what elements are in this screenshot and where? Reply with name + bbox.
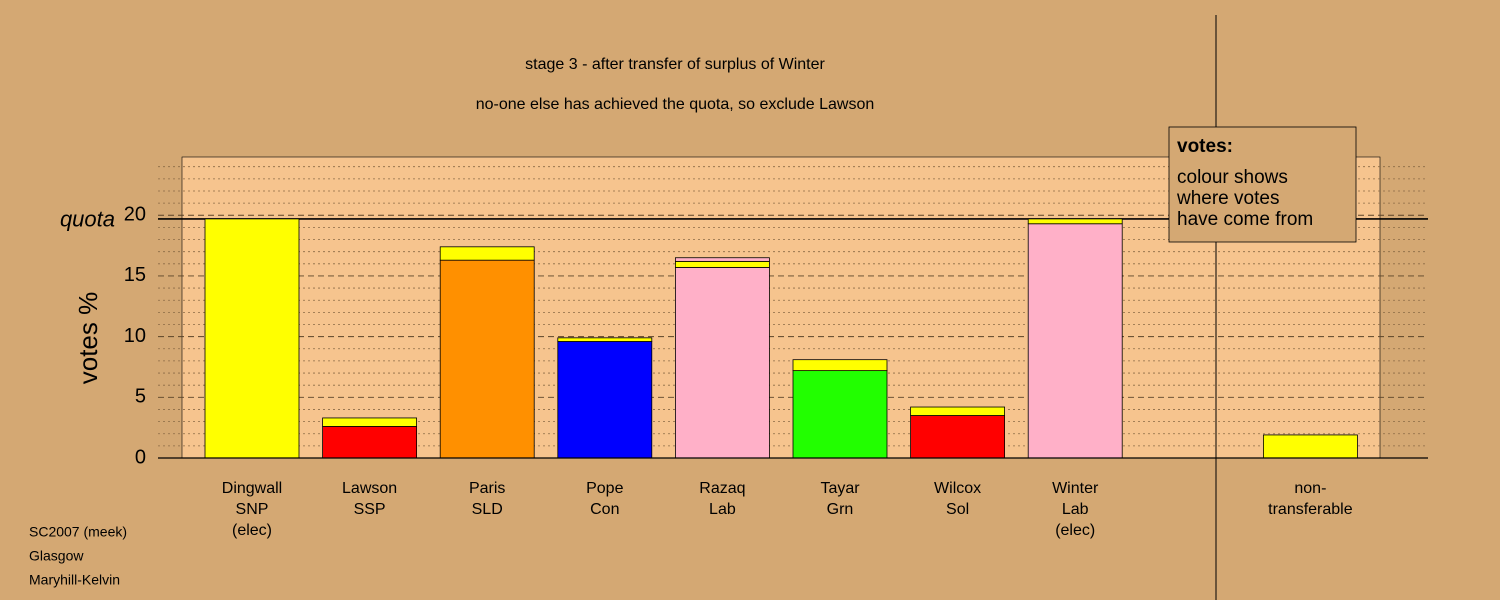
x-tick-label: Grn	[827, 501, 854, 518]
bar-segment	[1027, 223, 1123, 459]
bar-segment	[792, 370, 888, 459]
x-tick-label: Tayar	[820, 480, 860, 497]
bar-segment	[910, 415, 1005, 459]
bar-segment	[675, 267, 770, 459]
bar-segment	[322, 417, 418, 427]
bar-segment	[675, 260, 770, 268]
x-tick-label: SSP	[354, 501, 386, 518]
legend-text: colour shows	[1177, 167, 1288, 188]
legend-text: where votes	[1176, 188, 1279, 209]
footer-text: Maryhill-Kelvin	[29, 572, 120, 588]
footer-text: Glasgow	[29, 548, 84, 564]
x-tick-label: SNP	[236, 501, 269, 518]
y-tick-label: 0	[135, 446, 146, 468]
legend-box	[1168, 126, 1357, 243]
x-tick-label: Sol	[946, 501, 969, 518]
legend-text: have come from	[1177, 209, 1313, 230]
bar-segment	[1263, 434, 1358, 459]
y-tick-label: 20	[124, 204, 146, 226]
chart-subtitle: no-one else has achieved the quota, so e…	[476, 96, 875, 113]
bar-segment	[204, 218, 300, 459]
y-axis-label: votes %	[73, 292, 103, 385]
x-tick-label: Pope	[586, 480, 623, 497]
quota-label: quota	[60, 207, 115, 232]
x-tick-label: (elec)	[232, 522, 272, 539]
x-tick-label: Wilcox	[934, 480, 981, 497]
bar-segment	[557, 337, 653, 342]
x-tick-label: Lab	[1062, 501, 1089, 518]
bar-segment	[322, 426, 418, 459]
y-tick-label: 10	[124, 325, 146, 347]
chart-title: stage 3 - after transfer of surplus of W…	[525, 56, 825, 73]
x-tick-label: Lawson	[342, 480, 397, 497]
x-tick-label: SLD	[472, 501, 503, 518]
x-tick-label: Paris	[469, 480, 505, 497]
y-tick-label: 15	[124, 264, 146, 286]
bar-segment	[439, 259, 535, 459]
x-tick-label: (elec)	[1055, 522, 1095, 539]
bar-segment	[439, 246, 535, 261]
legend-title: votes:	[1177, 136, 1233, 157]
bar-segment	[557, 341, 653, 459]
x-tick-label: transferable	[1268, 501, 1353, 518]
footer-text: SC2007 (meek)	[29, 524, 127, 540]
bar-segment	[675, 257, 770, 262]
y-tick-label: 5	[135, 386, 146, 408]
bar-segment	[792, 359, 888, 372]
x-tick-label: Lab	[709, 501, 736, 518]
x-tick-label: non-	[1294, 480, 1326, 497]
bar-segment	[910, 406, 1005, 416]
x-tick-label: Con	[590, 501, 619, 518]
bar-segment	[1027, 218, 1123, 225]
x-tick-label: Winter	[1052, 480, 1099, 497]
x-tick-label: Dingwall	[222, 480, 282, 497]
x-tick-label: Razaq	[699, 480, 745, 497]
